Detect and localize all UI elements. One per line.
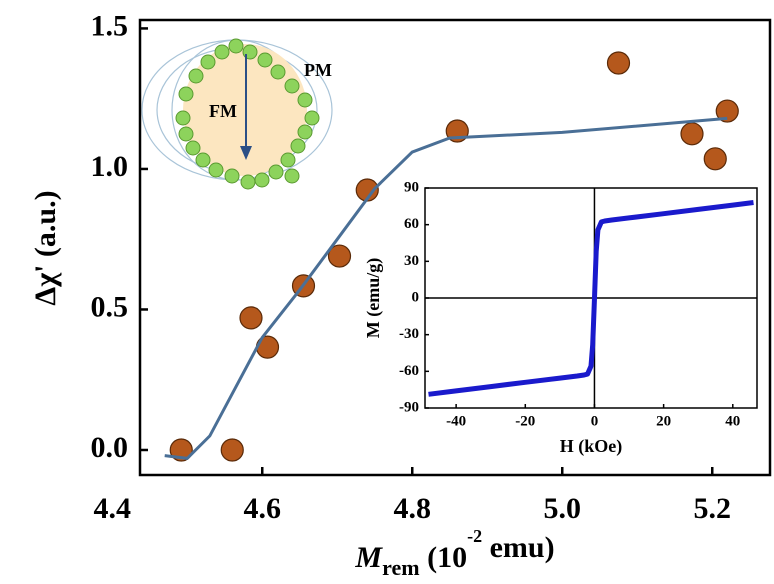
y-axis-label: Δχ' (a.u.) [29,190,62,305]
x-tick-label: 5.0 [544,492,582,525]
x-axis-label-part: emu) [482,531,554,564]
plot-frame [138,18,772,477]
x-tick-label: 0 [591,413,599,429]
mh-loop [428,200,754,397]
y-tick-label: -60 [399,363,419,379]
y-tick-label: 0 [412,289,420,305]
x-tick-label: 20 [656,413,671,429]
y-tick-label: 0.5 [91,290,129,323]
data-point [715,99,739,123]
x-tick-label: 4.6 [244,492,282,525]
y-tick-label: 90 [404,179,419,195]
x-axis-label-part: M [354,541,383,574]
x-tick-label: 4.4 [94,492,132,525]
y-tick-label: 0.0 [91,431,129,464]
y-tick-label: -30 [399,326,419,342]
inset-y-label: M (emu/g) [363,258,384,338]
data-point [220,438,244,462]
y-tick-label: 1.5 [91,9,129,42]
data-point [239,306,263,330]
x-axis-label: Mrem (10-2 emu) [354,526,554,580]
data-point [703,147,727,171]
data-point [606,51,631,75]
annotation: FM [209,101,237,121]
fit-curve [164,116,728,460]
x-axis-label-part: -2 [467,526,482,546]
x-tick-label: 5.2 [694,492,732,525]
x-tick-label: 4.8 [394,492,432,525]
x-axis-label-part: (10 [420,541,468,574]
y-tick-label: 1.0 [91,150,129,183]
y-tick-label: 30 [404,253,419,269]
x-tick-label: -40 [446,413,466,429]
x-tick-label: -20 [515,413,535,429]
x-axis-label-part: rem [382,555,419,580]
data-point [327,244,352,268]
y-tick-label: -90 [399,399,419,415]
inset-x-label: H (kOe) [560,436,623,457]
schematic [141,38,333,190]
y-tick-label: 60 [404,216,419,232]
data-point [680,122,704,146]
x-tick-label: 40 [725,413,740,429]
annotation: PM [304,60,332,80]
